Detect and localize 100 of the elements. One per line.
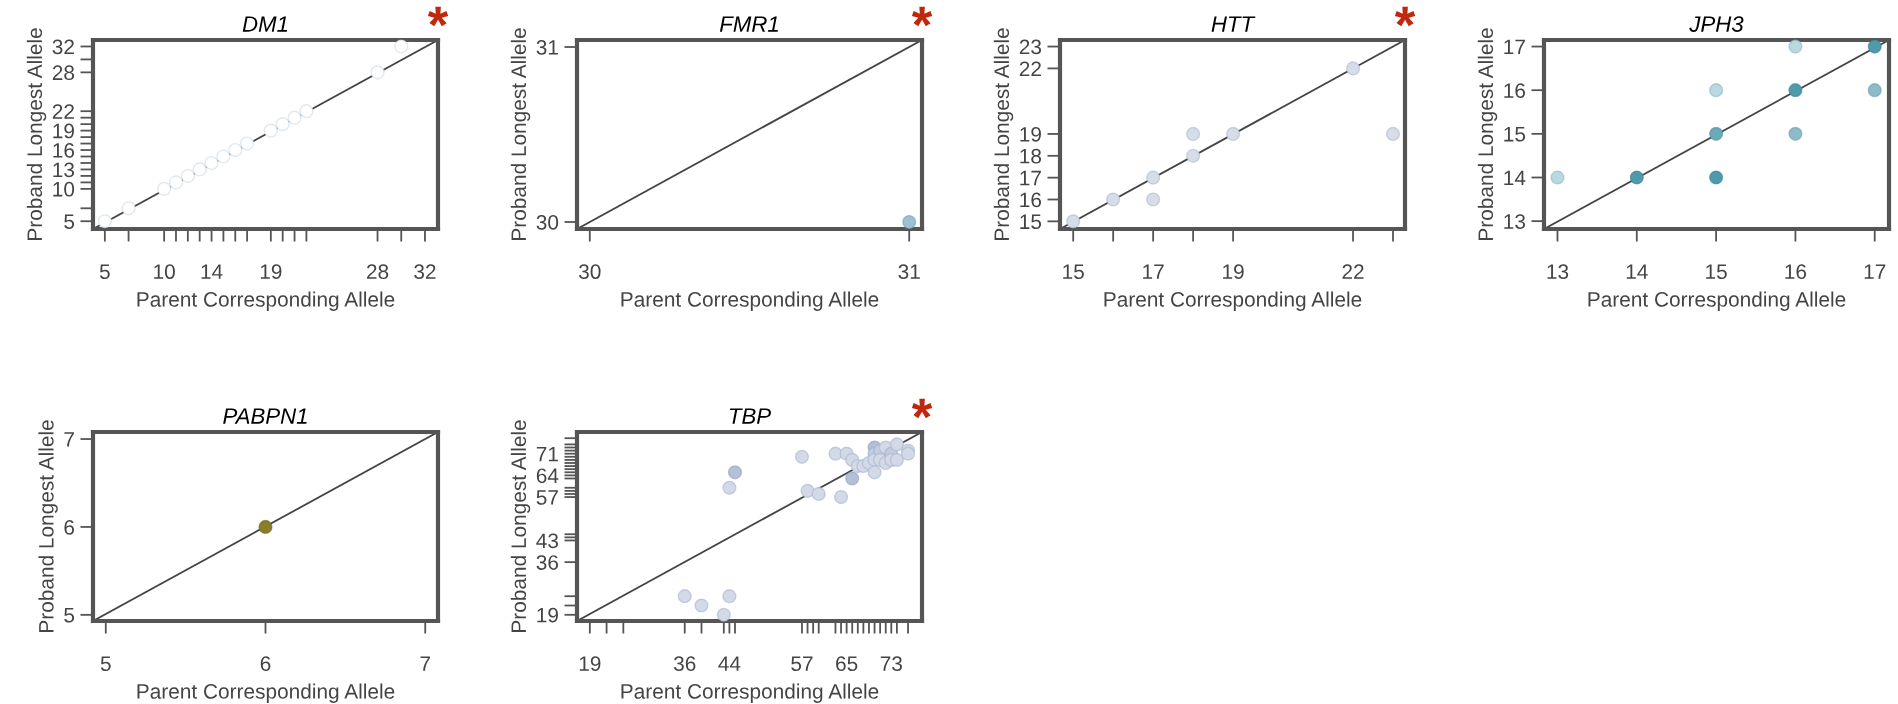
x-tick-label: 6 — [260, 656, 271, 672]
point — [1708, 126, 1724, 141]
y-axis-title: Proband Longest Allele — [26, 28, 47, 240]
y-tick-label: 17 — [1020, 170, 1041, 186]
y-tick-label: 7 — [64, 432, 74, 447]
y-tick-label: 18 — [1020, 148, 1042, 164]
y-tick-label: 36 — [536, 555, 559, 570]
point — [811, 486, 826, 502]
y-axis-title: Proband Longest Allele — [38, 420, 58, 632]
y-axis-title: Proband Longest Allele — [993, 28, 1014, 240]
y-tick-label: 5 — [64, 608, 75, 623]
x-tick-label: 32 — [414, 264, 436, 280]
point — [263, 123, 278, 138]
text: * — [427, 6, 449, 27]
x-tick-label: 44 — [718, 656, 741, 671]
point — [694, 598, 709, 613]
text: * — [1394, 6, 1416, 27]
point — [1186, 126, 1201, 142]
x-tick-label: 10 — [154, 264, 175, 280]
point — [287, 110, 302, 125]
x-tick-label: 15 — [1063, 264, 1084, 280]
x-tick-label: 7 — [420, 656, 430, 671]
chart-title: DM1 — [242, 16, 288, 32]
point — [677, 589, 692, 604]
point — [1345, 61, 1361, 76]
x-tick-label: 17 — [1143, 264, 1164, 279]
point — [1146, 192, 1161, 207]
x-tick-label: 14 — [1626, 264, 1648, 279]
point — [121, 201, 136, 216]
point — [204, 155, 219, 171]
y-axis-title: Proband Longest Allele — [510, 28, 531, 240]
y-tick-label: 19 — [53, 123, 74, 139]
y-tick-label: 16 — [53, 143, 75, 158]
y-tick-label: 19 — [537, 607, 558, 623]
point — [794, 449, 810, 464]
point — [228, 142, 243, 158]
point — [1106, 192, 1121, 207]
x-tick-label: 5 — [100, 656, 111, 672]
point — [275, 117, 290, 132]
x-tick-label: 16 — [1785, 264, 1807, 280]
point — [370, 65, 385, 80]
x-tick-label: 5 — [99, 264, 110, 280]
y-tick-label: 16 — [1504, 83, 1526, 98]
x-tick-label: 28 — [367, 264, 389, 280]
y-tick-label: 19 — [1020, 126, 1041, 142]
x-tick-label: 19 — [1223, 264, 1244, 280]
x-tick-label: 65 — [836, 656, 858, 672]
y-tick-label: 13 — [1504, 214, 1526, 229]
y-axis-title: Proband Longest Allele — [1477, 28, 1498, 240]
y-tick-label: 43 — [536, 533, 559, 549]
x-tick-label: 13 — [1547, 264, 1569, 280]
y-tick-label: 22 — [1019, 61, 1041, 76]
x-axis-title: Parent Corresponding Allele — [137, 683, 395, 703]
chart-title: JPH3 — [1689, 16, 1744, 32]
y-tick-label: 30 — [536, 215, 559, 230]
y-tick-label: 28 — [52, 65, 75, 81]
y-tick-label: 71 — [536, 446, 558, 462]
point — [1788, 83, 1803, 98]
point — [240, 136, 255, 151]
point — [216, 149, 231, 164]
x-axis-title: Parent Corresponding Allele — [137, 291, 395, 311]
y-tick-label: 10 — [53, 181, 75, 197]
point — [394, 39, 409, 54]
x-tick-label: 30 — [578, 264, 601, 280]
y-tick-label: 23 — [1019, 39, 1042, 55]
point — [1867, 39, 1882, 54]
point — [867, 465, 882, 480]
chart-title: FMR1 — [719, 16, 778, 32]
x-tick-label: 36 — [673, 656, 696, 672]
chart-title: HTT — [1211, 16, 1256, 32]
chart-title: PABPN1 — [223, 408, 307, 424]
point — [1226, 126, 1241, 142]
y-axis-title: Proband Longest Allele — [510, 420, 531, 632]
point — [800, 483, 815, 498]
point — [1066, 214, 1081, 229]
point — [1708, 170, 1724, 185]
y-tick-label: 57 — [536, 490, 558, 505]
x-axis-title: Parent Corresponding Allele — [621, 291, 879, 311]
x-tick-label: 15 — [1706, 264, 1727, 280]
point — [1146, 170, 1161, 185]
point — [833, 489, 849, 505]
point — [1629, 170, 1644, 185]
point — [299, 104, 314, 119]
point — [1385, 126, 1401, 142]
x-tick-label: 73 — [880, 656, 902, 672]
point — [1186, 148, 1201, 163]
y-tick-label: 16 — [1020, 192, 1042, 208]
y-tick-label: 15 — [1504, 127, 1526, 142]
point — [157, 181, 172, 196]
x-tick-label: 14 — [201, 264, 223, 279]
chart-title: TBP — [729, 408, 771, 424]
y-tick-label: 5 — [64, 214, 75, 229]
point — [1788, 39, 1803, 54]
y-tick-label: 32 — [52, 39, 74, 55]
y-tick-label: 14 — [1504, 170, 1526, 186]
point — [1550, 170, 1565, 185]
y-tick-label: 64 — [536, 468, 559, 484]
x-axis-title: Parent Corresponding Allele — [1588, 291, 1846, 311]
point — [1867, 83, 1882, 98]
x-axis-title: Parent Corresponding Allele — [1104, 291, 1362, 311]
